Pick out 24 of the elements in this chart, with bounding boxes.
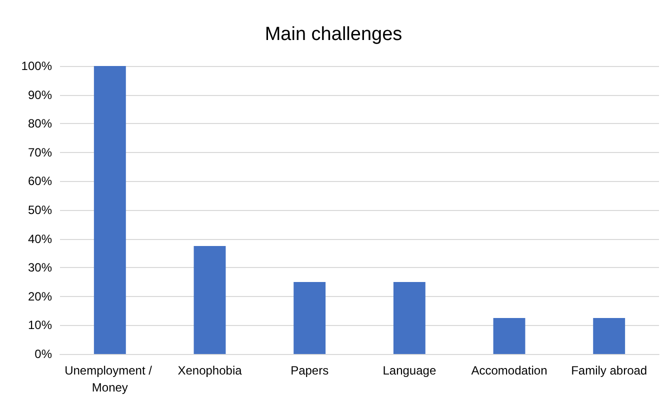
y-tick-label: 90% [28, 88, 52, 102]
y-tick-label: 30% [28, 260, 52, 275]
y-tick-label: 40% [28, 232, 52, 246]
bar [493, 318, 526, 354]
y-tick-label: 60% [28, 174, 52, 188]
bar [194, 246, 226, 354]
x-tick-label: Unemployment / Money [64, 364, 156, 394]
x-tick-label: Papers [290, 364, 329, 378]
x-tick-label: Family abroad [571, 364, 648, 378]
y-tick-label: 20% [28, 289, 52, 304]
chart-title: Main challenges [264, 24, 402, 45]
y-tick-label: 100% [21, 59, 52, 73]
y-tick-label: 80% [28, 116, 52, 131]
y-tick-label: 10% [28, 318, 52, 332]
x-tick-label: Accomodation [471, 364, 548, 378]
y-tick-label: 50% [28, 203, 52, 217]
bar [593, 318, 626, 354]
y-tick-label: 0% [34, 347, 52, 361]
bar [94, 66, 126, 354]
x-tick-label: Language [382, 364, 436, 378]
bar [294, 282, 326, 354]
x-tick-label: Xenophobia [178, 364, 242, 378]
y-tick-label: 70% [28, 145, 52, 160]
bar [393, 282, 426, 354]
